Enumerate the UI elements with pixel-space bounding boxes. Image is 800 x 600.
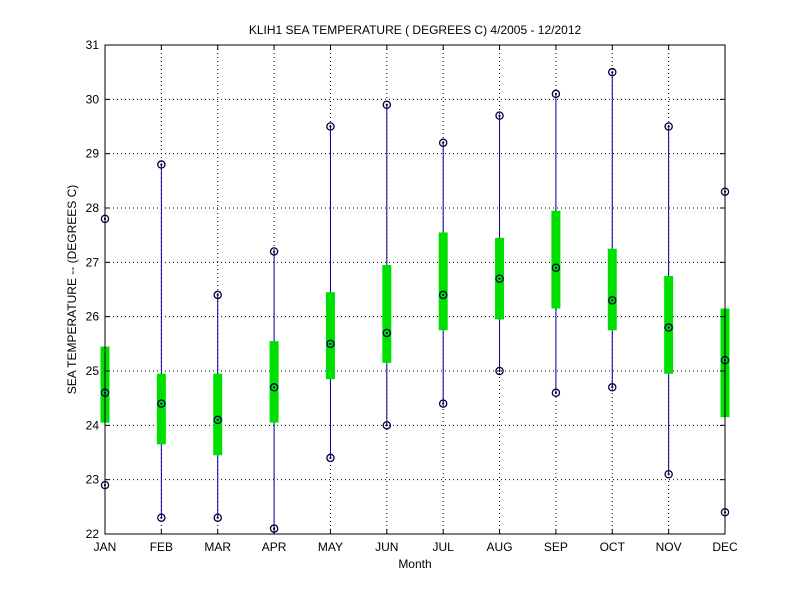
max-marker-dot: [160, 163, 163, 166]
min-marker-dot: [667, 473, 670, 476]
median-marker-dot: [498, 277, 501, 280]
max-marker-dot: [272, 250, 276, 253]
x-tick-label: APR: [262, 540, 287, 554]
min-marker-dot: [216, 516, 219, 519]
axis-ticks: 22 23 24 25 26 27 28 29 30 31 JAN FEB MAR APR MAY JUN JU…: [86, 38, 738, 554]
min-marker-dot: [160, 516, 163, 519]
y-tick-label: 29: [86, 147, 100, 161]
x-tick-label: AUG: [487, 540, 513, 554]
x-tick-label: FEB: [150, 540, 173, 554]
min-marker-dot: [385, 424, 388, 427]
x-tick-label: SEP: [544, 540, 568, 554]
min-marker-dot: [611, 386, 614, 389]
median-marker: [213, 415, 222, 425]
min-marker: [382, 421, 392, 430]
iqr-box: [664, 275, 674, 374]
max-marker: [269, 247, 279, 256]
x-axis-label: Month: [398, 557, 431, 571]
min-marker: [157, 513, 166, 522]
iqr-box: [382, 265, 392, 363]
max-marker-dot: [216, 293, 219, 297]
median-marker-dot: [554, 266, 558, 269]
x-tick-label: MAY: [318, 540, 343, 554]
min-marker: [326, 453, 335, 463]
median-marker-dot: [216, 418, 219, 421]
x-tick-label: OCT: [600, 540, 626, 554]
median-marker-dot: [329, 342, 332, 345]
max-marker: [551, 89, 561, 99]
max-marker-dot: [498, 114, 501, 117]
y-tick-label: 27: [86, 255, 100, 269]
y-tick-label: 23: [86, 473, 100, 487]
max-marker: [326, 122, 335, 131]
y-axis-label: SEA TEMPERATURE -- (DEGREES C): [65, 185, 79, 395]
x-tick-label: JUN: [375, 540, 398, 554]
median-marker: [495, 274, 504, 283]
x-tick-label: NOV: [656, 540, 682, 554]
median-marker: [269, 383, 279, 392]
max-marker-dot: [442, 141, 445, 144]
min-marker-dot: [272, 527, 276, 530]
min-marker: [495, 366, 504, 376]
median-marker-dot: [160, 402, 163, 405]
median-marker-dot: [611, 299, 614, 302]
iqr-box: [438, 232, 448, 331]
max-marker: [608, 67, 617, 77]
median-marker: [382, 328, 392, 338]
min-marker: [664, 469, 673, 479]
y-tick-label: 26: [86, 310, 100, 324]
x-tick-label: JUL: [433, 540, 455, 554]
max-marker-dot: [554, 92, 558, 95]
iqr-box: [551, 210, 561, 309]
chart-title: KLIH1 SEA TEMPERATURE ( DEGREES C) 4/200…: [249, 23, 582, 37]
min-marker-dot: [329, 456, 332, 460]
max-marker: [157, 160, 166, 169]
median-marker-dot: [385, 331, 388, 335]
max-marker-dot: [667, 125, 670, 128]
plot-data: [100, 67, 730, 533]
median-marker-dot: [442, 293, 445, 297]
min-marker: [551, 388, 561, 397]
min-marker-dot: [554, 391, 558, 394]
iqr-box: [156, 373, 166, 445]
min-marker: [438, 399, 448, 408]
max-marker: [438, 138, 448, 148]
min-marker-dot: [442, 402, 445, 405]
min-marker: [608, 383, 617, 392]
iqr-box: [325, 292, 335, 380]
y-tick-label: 25: [86, 364, 100, 378]
max-marker-dot: [385, 103, 388, 106]
y-tick-label: 28: [86, 201, 100, 215]
median-marker: [551, 263, 561, 273]
max-marker: [213, 290, 222, 300]
min-marker-dot: [498, 369, 501, 373]
x-tick-label: DEC: [712, 540, 738, 554]
median-marker: [664, 323, 673, 332]
median-marker: [438, 290, 448, 300]
median-marker-dot: [667, 326, 670, 329]
y-tick-label: 24: [86, 418, 100, 432]
median-marker: [608, 296, 617, 305]
min-marker: [213, 513, 222, 522]
max-marker: [382, 100, 392, 110]
max-marker-dot: [611, 71, 614, 74]
axes-frame: [104, 44, 726, 535]
y-tick-label: 31: [86, 38, 100, 52]
iqr-box: [213, 373, 223, 456]
y-tick-label: 30: [86, 92, 100, 106]
max-marker: [664, 122, 673, 131]
median-marker: [157, 399, 166, 408]
x-tick-label: JAN: [94, 540, 117, 554]
iqr-box: [607, 248, 617, 331]
max-marker-dot: [329, 125, 332, 128]
median-marker: [326, 339, 335, 349]
iqr-box: [269, 341, 279, 423]
x-tick-label: MAR: [204, 540, 231, 554]
median-marker-dot: [272, 386, 276, 389]
y-tick-label: 22: [86, 527, 100, 541]
max-marker: [495, 111, 504, 120]
